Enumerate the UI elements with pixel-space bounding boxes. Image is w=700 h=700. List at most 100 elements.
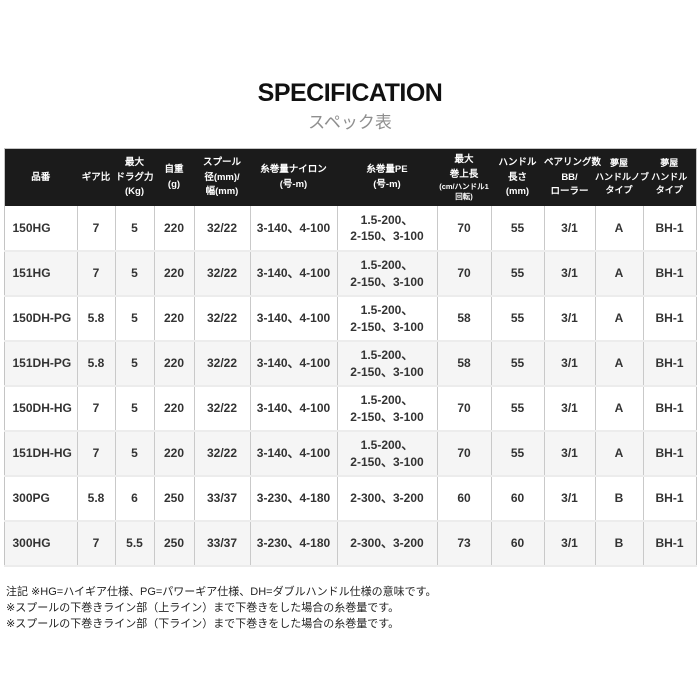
spec-cell: 3/1 — [544, 521, 596, 568]
column-header-3: 自重 (g) — [154, 148, 194, 207]
spec-cell: A — [595, 251, 644, 298]
spec-cell: 250 — [154, 476, 195, 523]
spec-cell: 7 — [77, 251, 116, 298]
column-header-label: ハンドル 長さ (mm) — [498, 157, 537, 197]
spec-cell: 3-140、4-100 — [250, 251, 338, 298]
spec-cell: 32/22 — [194, 296, 251, 343]
model-cell: 300HG — [4, 521, 78, 568]
spec-cell: 7 — [77, 206, 116, 253]
column-header-label: 夢屋 ハンドルノブ タイプ — [595, 158, 650, 196]
page-subtitle: スペック表 — [308, 112, 392, 132]
column-header-0: 品番 — [4, 148, 77, 207]
spec-cell: BH-1 — [643, 386, 696, 433]
spec-cell: 220 — [154, 206, 195, 253]
column-header-4: スプール 径(mm)/ 幅(mm) — [194, 148, 250, 207]
spec-cell: 70 — [437, 251, 492, 298]
spec-cell: BH-1 — [643, 341, 696, 388]
spec-cell: 32/22 — [194, 386, 251, 433]
spec-cell: 3-140、4-100 — [250, 431, 338, 478]
spec-cell: 7 — [77, 521, 116, 568]
spec-cell: 32/22 — [194, 206, 251, 253]
spec-cell: 3-140、4-100 — [250, 296, 338, 343]
spec-cell: 2-300、3-200 — [337, 476, 438, 523]
spec-cell: 55 — [491, 296, 545, 343]
spec-cell: 7 — [77, 431, 116, 478]
table-row-300PG: 300PG 5.8 6 250 33/37 3-230、4-180 2-300、3-200 6… — [4, 476, 696, 523]
spec-cell: B — [595, 521, 644, 568]
spec-cell: 60 — [491, 476, 545, 523]
spec-cell: 55 — [491, 206, 545, 253]
table-row-150DH-HG: 150DH-HG 7 5 220 32/22 3-140、4-100 1.5-200、 2-… — [4, 386, 696, 433]
spec-cell: 3/1 — [544, 386, 596, 433]
model-cell: 151DH-PG — [4, 341, 78, 388]
spec-cell: 5.8 — [77, 341, 116, 388]
model-cell: 151DH-HG — [4, 431, 78, 478]
spec-cell: 1.5-200、 2-150、3-100 — [337, 206, 438, 253]
spec-cell: 7 — [77, 386, 116, 433]
spec-cell: 220 — [154, 296, 195, 343]
column-header-9: ベアリング数 BB/ ローラー — [544, 148, 602, 207]
spec-cell: 1.5-200、 2-150、3-100 — [337, 251, 438, 298]
spec-cell: 5 — [115, 341, 155, 388]
spec-cell: 70 — [437, 386, 492, 433]
spec-cell: 1.5-200、 2-150、3-100 — [337, 341, 438, 388]
column-header-label: ベアリング数 BB/ ローラー — [544, 157, 602, 197]
spec-cell: 1.5-200、 2-150、3-100 — [337, 386, 438, 433]
column-header-2: 最大 ドラグ力 (Kg) — [115, 148, 154, 207]
model-cell: 150DH-PG — [4, 296, 78, 343]
spec-cell: 5 — [115, 251, 155, 298]
spec-cell: 3-230、4-180 — [250, 476, 338, 523]
header-row: 品番 ギア比 最大 ドラグ力 (Kg) 自重 (g) スプール 径(mm)/ 幅(mm)… — [4, 148, 696, 207]
column-header-label: 自重 (g) — [164, 164, 184, 190]
spec-cell: 55 — [491, 341, 545, 388]
spec-cell: 3/1 — [544, 296, 596, 343]
spec-cell: 2-300、3-200 — [337, 521, 438, 568]
table-row-150DH-PG: 150DH-PG 5.8 5 220 32/22 3-140、4-100 1.5-200、 … — [4, 296, 696, 343]
spec-cell: A — [595, 296, 644, 343]
spec-cell: 5.8 — [77, 476, 116, 523]
spec-cell: 6 — [115, 476, 155, 523]
spec-cell: 3-140、4-100 — [250, 341, 338, 388]
spec-cell: 1.5-200、 2-150、3-100 — [337, 296, 438, 343]
column-header-label: 夢屋 ハンドル タイプ — [651, 158, 688, 196]
column-header-label: 糸巻量ナイロン (号-m) — [260, 164, 327, 190]
column-header-11: 夢屋 ハンドル タイプ — [643, 148, 696, 207]
column-header-label: 糸巻量PE (号-m) — [366, 164, 408, 190]
spec-table-body: 150HG 7 5 220 32/22 3-140、4-100 1.5-200、 2-150… — [4, 206, 696, 568]
spec-cell: 32/22 — [194, 431, 251, 478]
column-header-label: 品番 — [31, 171, 51, 183]
table-row-150HG: 150HG 7 5 220 32/22 3-140、4-100 1.5-200、 2-150… — [4, 206, 696, 253]
spec-cell: A — [595, 386, 644, 433]
spec-cell: BH-1 — [643, 251, 696, 298]
spec-cell: 220 — [154, 251, 195, 298]
spec-cell: 3-230、4-180 — [250, 521, 338, 568]
spec-cell: 220 — [154, 341, 195, 388]
spec-cell: 3/1 — [544, 431, 596, 478]
spec-cell: 58 — [437, 341, 492, 388]
spec-cell: 3/1 — [544, 251, 596, 298]
table-row-151HG: 151HG 7 5 220 32/22 3-140、4-100 1.5-200、 2-150… — [4, 251, 696, 298]
spec-cell: 220 — [154, 431, 195, 478]
spec-cell: B — [595, 476, 644, 523]
column-header-label: スプール 径(mm)/ 幅(mm) — [202, 157, 241, 197]
model-cell: 151HG — [4, 251, 78, 298]
spec-cell: 3-140、4-100 — [250, 206, 338, 253]
footnotes: 注記 ※HG=ハイギア仕様、PG=パワーギア仕様、DH=ダブルハンドル仕様の意味… — [6, 584, 700, 632]
spec-cell: BH-1 — [643, 521, 696, 568]
spec-cell: A — [595, 341, 644, 388]
table-row-300HG: 300HG 7 5.5 250 33/37 3-230、4-180 2-300、3-200 7… — [4, 521, 696, 568]
spec-cell: BH-1 — [643, 206, 696, 253]
model-cell: 150HG — [4, 206, 78, 253]
spec-cell: 3/1 — [544, 206, 596, 253]
spec-cell: 55 — [491, 386, 545, 433]
footnote-line: ※スプールの下巻きライン部（上ライン）まで下巻きをした場合の糸巻量です。 — [6, 602, 400, 615]
model-cell: 300PG — [4, 476, 78, 523]
spec-cell: 58 — [437, 296, 492, 343]
spec-cell: 250 — [154, 521, 195, 568]
column-header-7: 最大 巻上長 (cm/ハンドル1 回転) — [437, 148, 491, 207]
spec-cell: 5.5 — [115, 521, 155, 568]
column-header-1: ギア比 — [77, 148, 115, 207]
spec-cell: 32/22 — [194, 341, 251, 388]
footnote-line: 注記 ※HG=ハイギア仕様、PG=パワーギア仕様、DH=ダブルハンドル仕様の意味… — [6, 586, 437, 599]
spec-cell: BH-1 — [643, 476, 696, 523]
